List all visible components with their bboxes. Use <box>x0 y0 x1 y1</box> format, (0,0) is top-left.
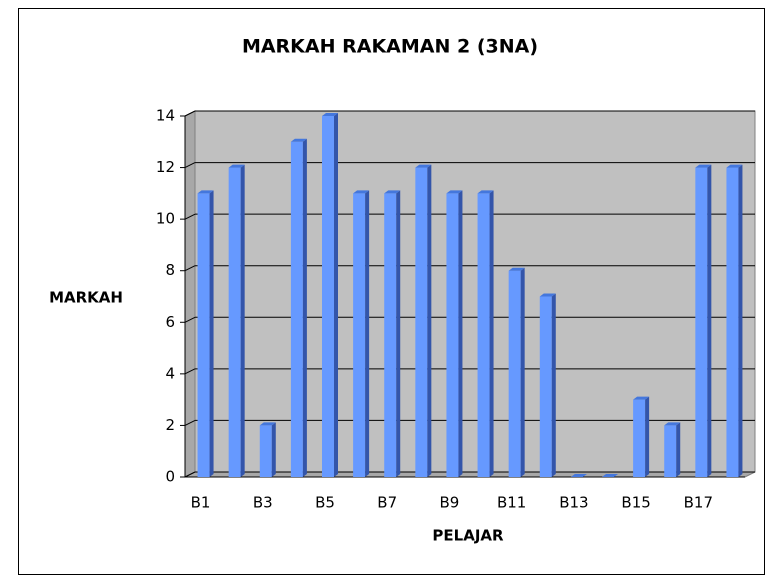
bar-top <box>353 190 370 194</box>
grid-line <box>184 419 196 426</box>
x-tick-label: B5 <box>315 494 335 512</box>
bar-top <box>508 267 525 271</box>
bar-side <box>334 113 338 477</box>
y-tick-label: 8 <box>165 261 175 279</box>
bar-side <box>738 164 743 478</box>
bar-top <box>259 422 276 426</box>
bar <box>664 425 677 477</box>
bar-top <box>290 138 307 142</box>
bar-top <box>322 113 338 116</box>
x-tick-label: B17 <box>684 494 713 512</box>
y-tick-label: 2 <box>165 416 175 434</box>
bar-side <box>489 190 494 477</box>
bar-top <box>633 396 650 400</box>
bar-side <box>520 267 525 477</box>
bar-top <box>664 422 681 426</box>
y-tick-label: 4 <box>165 364 175 382</box>
x-tick-label: B15 <box>621 494 650 512</box>
y-axis-title: MARKAH <box>49 289 123 307</box>
bar <box>415 167 428 478</box>
bar-side <box>396 190 401 477</box>
bar-side <box>302 138 307 478</box>
bar-top <box>446 190 463 194</box>
bar-side <box>645 396 650 477</box>
y-tick-label: 6 <box>165 313 175 331</box>
bar <box>259 425 272 477</box>
grid-line <box>184 368 196 375</box>
bar <box>384 193 397 477</box>
x-tick-label: B11 <box>497 494 526 512</box>
bar <box>290 141 303 478</box>
bar-side <box>427 164 432 478</box>
bar-top <box>695 164 712 168</box>
x-axis-title: PELAJAR <box>432 527 504 545</box>
bar-side <box>271 422 276 477</box>
x-tick-label: B3 <box>253 494 273 512</box>
bar <box>726 167 739 478</box>
bar <box>446 193 459 477</box>
back-wall <box>194 110 756 473</box>
bar <box>633 399 646 477</box>
bar-top <box>384 190 401 194</box>
bar-top <box>726 164 743 168</box>
chart-title: MARKAH RAKAMAN 2 (3NA) <box>242 36 538 58</box>
bar-side <box>209 190 214 477</box>
bar-top <box>477 190 494 194</box>
y-tick-label: 14 <box>156 107 175 125</box>
bar-side <box>707 164 712 478</box>
grid-line <box>184 471 196 478</box>
bar <box>322 116 334 477</box>
y-tick-label: 10 <box>156 210 175 228</box>
bar-top <box>197 190 214 194</box>
grid-line <box>184 316 196 323</box>
side-wall <box>184 110 196 478</box>
bar <box>539 296 552 477</box>
bar-side <box>676 422 681 477</box>
bar-side <box>240 164 245 478</box>
y-tick-label: 0 <box>165 468 175 486</box>
grid-line <box>184 213 196 220</box>
bar-top <box>570 474 587 477</box>
bar-side <box>365 190 370 477</box>
bar-side <box>551 293 556 477</box>
bar <box>228 167 241 478</box>
grid-line <box>184 265 196 272</box>
bar-top <box>228 164 245 168</box>
bar-top <box>602 474 618 477</box>
grid-line <box>184 110 196 117</box>
bar <box>508 270 521 477</box>
y-tick-label: 12 <box>156 158 175 176</box>
bar-top <box>539 293 556 297</box>
x-tick-label: B13 <box>559 494 588 512</box>
bar <box>477 193 490 477</box>
bar-side <box>458 190 463 477</box>
grid-line <box>184 162 196 169</box>
bar <box>197 193 210 477</box>
bar <box>353 193 366 477</box>
x-tick-label: B9 <box>440 494 460 512</box>
x-tick-label: B1 <box>191 494 211 512</box>
x-tick-label: B7 <box>377 494 397 512</box>
bar <box>695 167 708 478</box>
bar-top <box>415 164 432 168</box>
